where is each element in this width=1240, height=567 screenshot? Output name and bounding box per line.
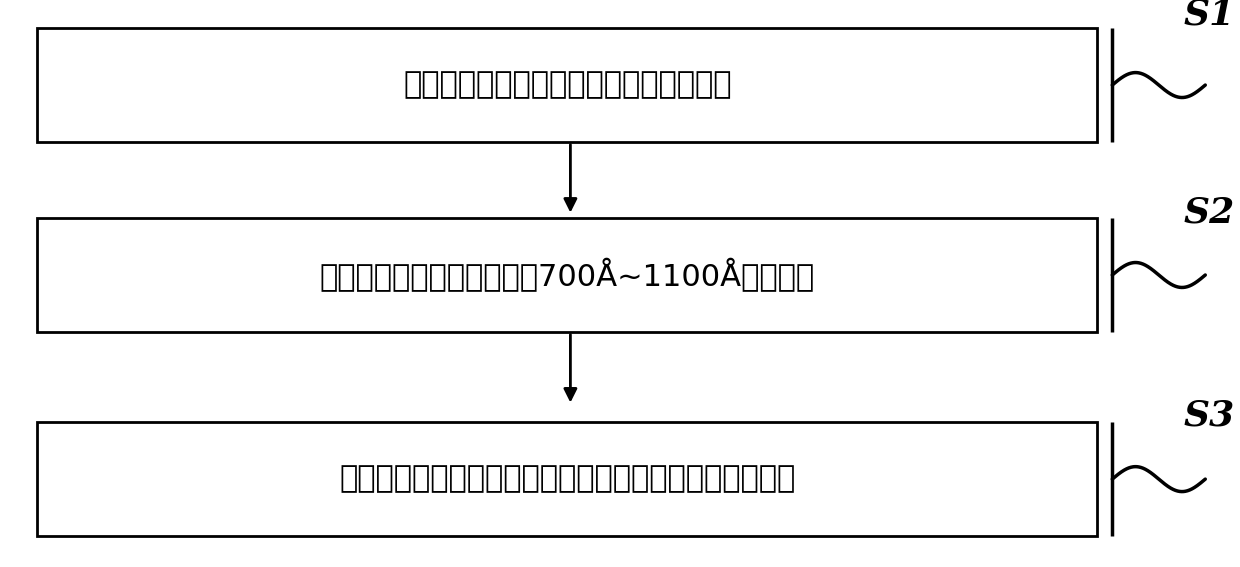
Text: 提供基底，所述基底包括本体层和外延层: 提供基底，所述基底包括本体层和外延层 <box>403 70 732 100</box>
Text: 以所述掩蔽层为注入阻挡层在所述外延层内进行离子注入: 以所述掩蔽层为注入阻挡层在所述外延层内进行离子注入 <box>340 464 795 494</box>
Text: 在所述外延层上形成厚度为700Å~1100Å的掩蔽层: 在所述外延层上形成厚度为700Å~1100Å的掩蔽层 <box>320 258 815 292</box>
Text: S3: S3 <box>1183 398 1235 432</box>
Bar <box>37 422 1097 536</box>
Bar <box>37 218 1097 332</box>
Text: S2: S2 <box>1183 196 1235 230</box>
Bar <box>37 28 1097 142</box>
Text: S1: S1 <box>1183 0 1235 31</box>
